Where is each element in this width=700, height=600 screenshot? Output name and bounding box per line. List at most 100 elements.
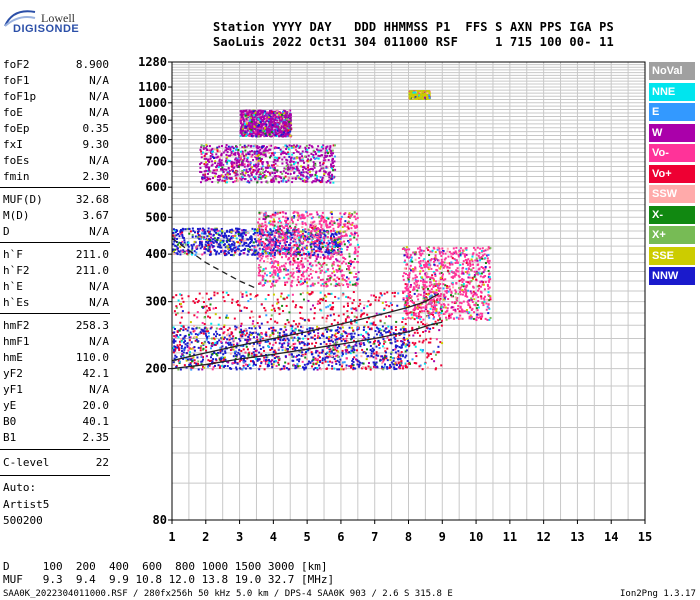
echo-point bbox=[256, 333, 259, 336]
echo-point bbox=[426, 352, 429, 355]
echo-point bbox=[467, 281, 470, 284]
echo-point bbox=[308, 237, 311, 240]
echo-point bbox=[265, 255, 268, 258]
echo-point bbox=[434, 273, 437, 276]
echo-point bbox=[312, 368, 315, 371]
echo-point bbox=[226, 365, 229, 368]
echo-point bbox=[238, 253, 241, 256]
echo-point bbox=[281, 334, 284, 337]
echo-point bbox=[325, 283, 328, 286]
echo-point bbox=[328, 346, 331, 349]
echo-point bbox=[305, 358, 308, 361]
echo-point bbox=[301, 333, 304, 336]
echo-point bbox=[416, 247, 419, 250]
echo-point bbox=[409, 299, 412, 302]
echo-point bbox=[235, 353, 238, 356]
echo-point bbox=[316, 177, 319, 180]
echo-point bbox=[221, 249, 224, 252]
echo-point bbox=[277, 306, 280, 309]
echo-point bbox=[336, 246, 339, 249]
echo-point bbox=[216, 237, 219, 240]
echo-point bbox=[241, 237, 244, 240]
echo-point bbox=[307, 158, 310, 161]
echo-point bbox=[252, 233, 255, 236]
echo-point bbox=[249, 240, 252, 243]
echo-point bbox=[419, 246, 422, 249]
echo-point bbox=[469, 306, 472, 309]
echo-point bbox=[326, 150, 329, 153]
echo-point bbox=[320, 265, 323, 268]
echo-point bbox=[422, 283, 425, 286]
echo-point bbox=[388, 305, 391, 308]
echo-point bbox=[304, 147, 307, 150]
echo-point bbox=[322, 284, 325, 287]
echo-point bbox=[206, 338, 209, 341]
echo-point bbox=[270, 223, 273, 226]
echo-point bbox=[269, 232, 272, 235]
echo-point bbox=[315, 258, 318, 261]
echo-point bbox=[423, 310, 426, 313]
echo-point bbox=[323, 281, 326, 284]
echo-point bbox=[242, 228, 245, 231]
echo-point bbox=[274, 211, 277, 214]
echo-point bbox=[344, 212, 347, 215]
echo-point bbox=[293, 251, 296, 254]
echo-point bbox=[242, 366, 245, 369]
echo-point bbox=[265, 362, 268, 365]
echo-point bbox=[179, 321, 182, 324]
echo-point bbox=[342, 293, 345, 296]
echo-point bbox=[269, 228, 272, 231]
echo-point bbox=[385, 331, 388, 334]
echo-point bbox=[202, 342, 205, 345]
echo-point bbox=[218, 366, 221, 369]
echo-point bbox=[332, 345, 335, 348]
echo-point bbox=[232, 348, 235, 351]
echo-point bbox=[301, 266, 304, 269]
echo-point bbox=[277, 348, 280, 351]
echo-point bbox=[250, 333, 253, 336]
echo-point bbox=[248, 181, 251, 184]
echo-point bbox=[298, 267, 301, 270]
echo-point bbox=[281, 245, 284, 248]
echo-point bbox=[435, 304, 438, 307]
echo-point bbox=[336, 230, 339, 233]
echo-point bbox=[292, 343, 295, 346]
echo-point bbox=[259, 238, 262, 241]
echo-point bbox=[279, 242, 282, 245]
echo-point bbox=[377, 352, 380, 355]
echo-point bbox=[359, 361, 362, 364]
echo-point bbox=[336, 337, 339, 340]
echo-point bbox=[275, 238, 278, 241]
echo-point bbox=[442, 287, 445, 290]
echo-point bbox=[302, 249, 305, 252]
echo-point bbox=[436, 264, 439, 267]
echo-point bbox=[308, 213, 311, 216]
echo-point bbox=[318, 250, 321, 253]
echo-point bbox=[424, 284, 427, 287]
echo-point bbox=[425, 338, 428, 341]
echo-point bbox=[340, 217, 343, 220]
echo-point bbox=[325, 263, 328, 266]
echo-point bbox=[384, 327, 387, 330]
echo-point bbox=[339, 334, 342, 337]
echo-point bbox=[257, 255, 260, 258]
echo-point bbox=[367, 362, 370, 365]
echo-point bbox=[183, 250, 186, 253]
echo-point bbox=[304, 353, 307, 356]
echo-point bbox=[245, 168, 248, 171]
echo-point bbox=[368, 328, 371, 331]
echo-point bbox=[191, 249, 194, 252]
echo-point bbox=[430, 283, 433, 286]
echo-point bbox=[413, 288, 416, 291]
echo-point bbox=[172, 361, 175, 364]
echo-point bbox=[403, 254, 406, 257]
echo-point bbox=[338, 284, 341, 287]
echo-point bbox=[461, 290, 464, 293]
echo-point bbox=[284, 243, 287, 246]
echo-point bbox=[222, 359, 225, 362]
echo-point bbox=[217, 323, 220, 326]
echo-point bbox=[227, 316, 230, 319]
echo-point bbox=[328, 335, 331, 338]
echo-point bbox=[437, 287, 440, 290]
echo-point bbox=[173, 327, 176, 330]
